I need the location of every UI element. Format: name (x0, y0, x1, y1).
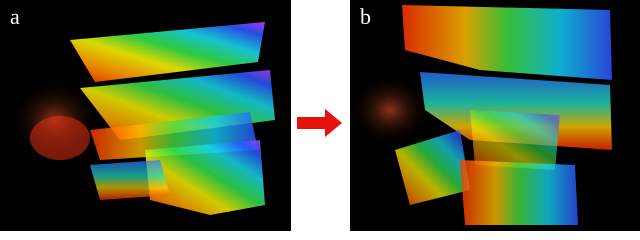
floor-slab (460, 160, 578, 225)
arrow (297, 109, 342, 137)
figure: a b (0, 0, 640, 231)
panel-label: a (10, 4, 20, 29)
panel-b: b (350, 0, 640, 231)
floor-slab (402, 5, 612, 80)
floor-slab (145, 140, 265, 215)
smoke (30, 116, 90, 160)
floor-slab (420, 72, 612, 150)
smoke (350, 75, 430, 145)
panel-label: b (360, 4, 371, 29)
wall (395, 130, 470, 205)
panel-a: a (0, 0, 291, 231)
stairs (90, 160, 170, 200)
stairs (470, 110, 560, 170)
floor-slab (70, 22, 265, 82)
